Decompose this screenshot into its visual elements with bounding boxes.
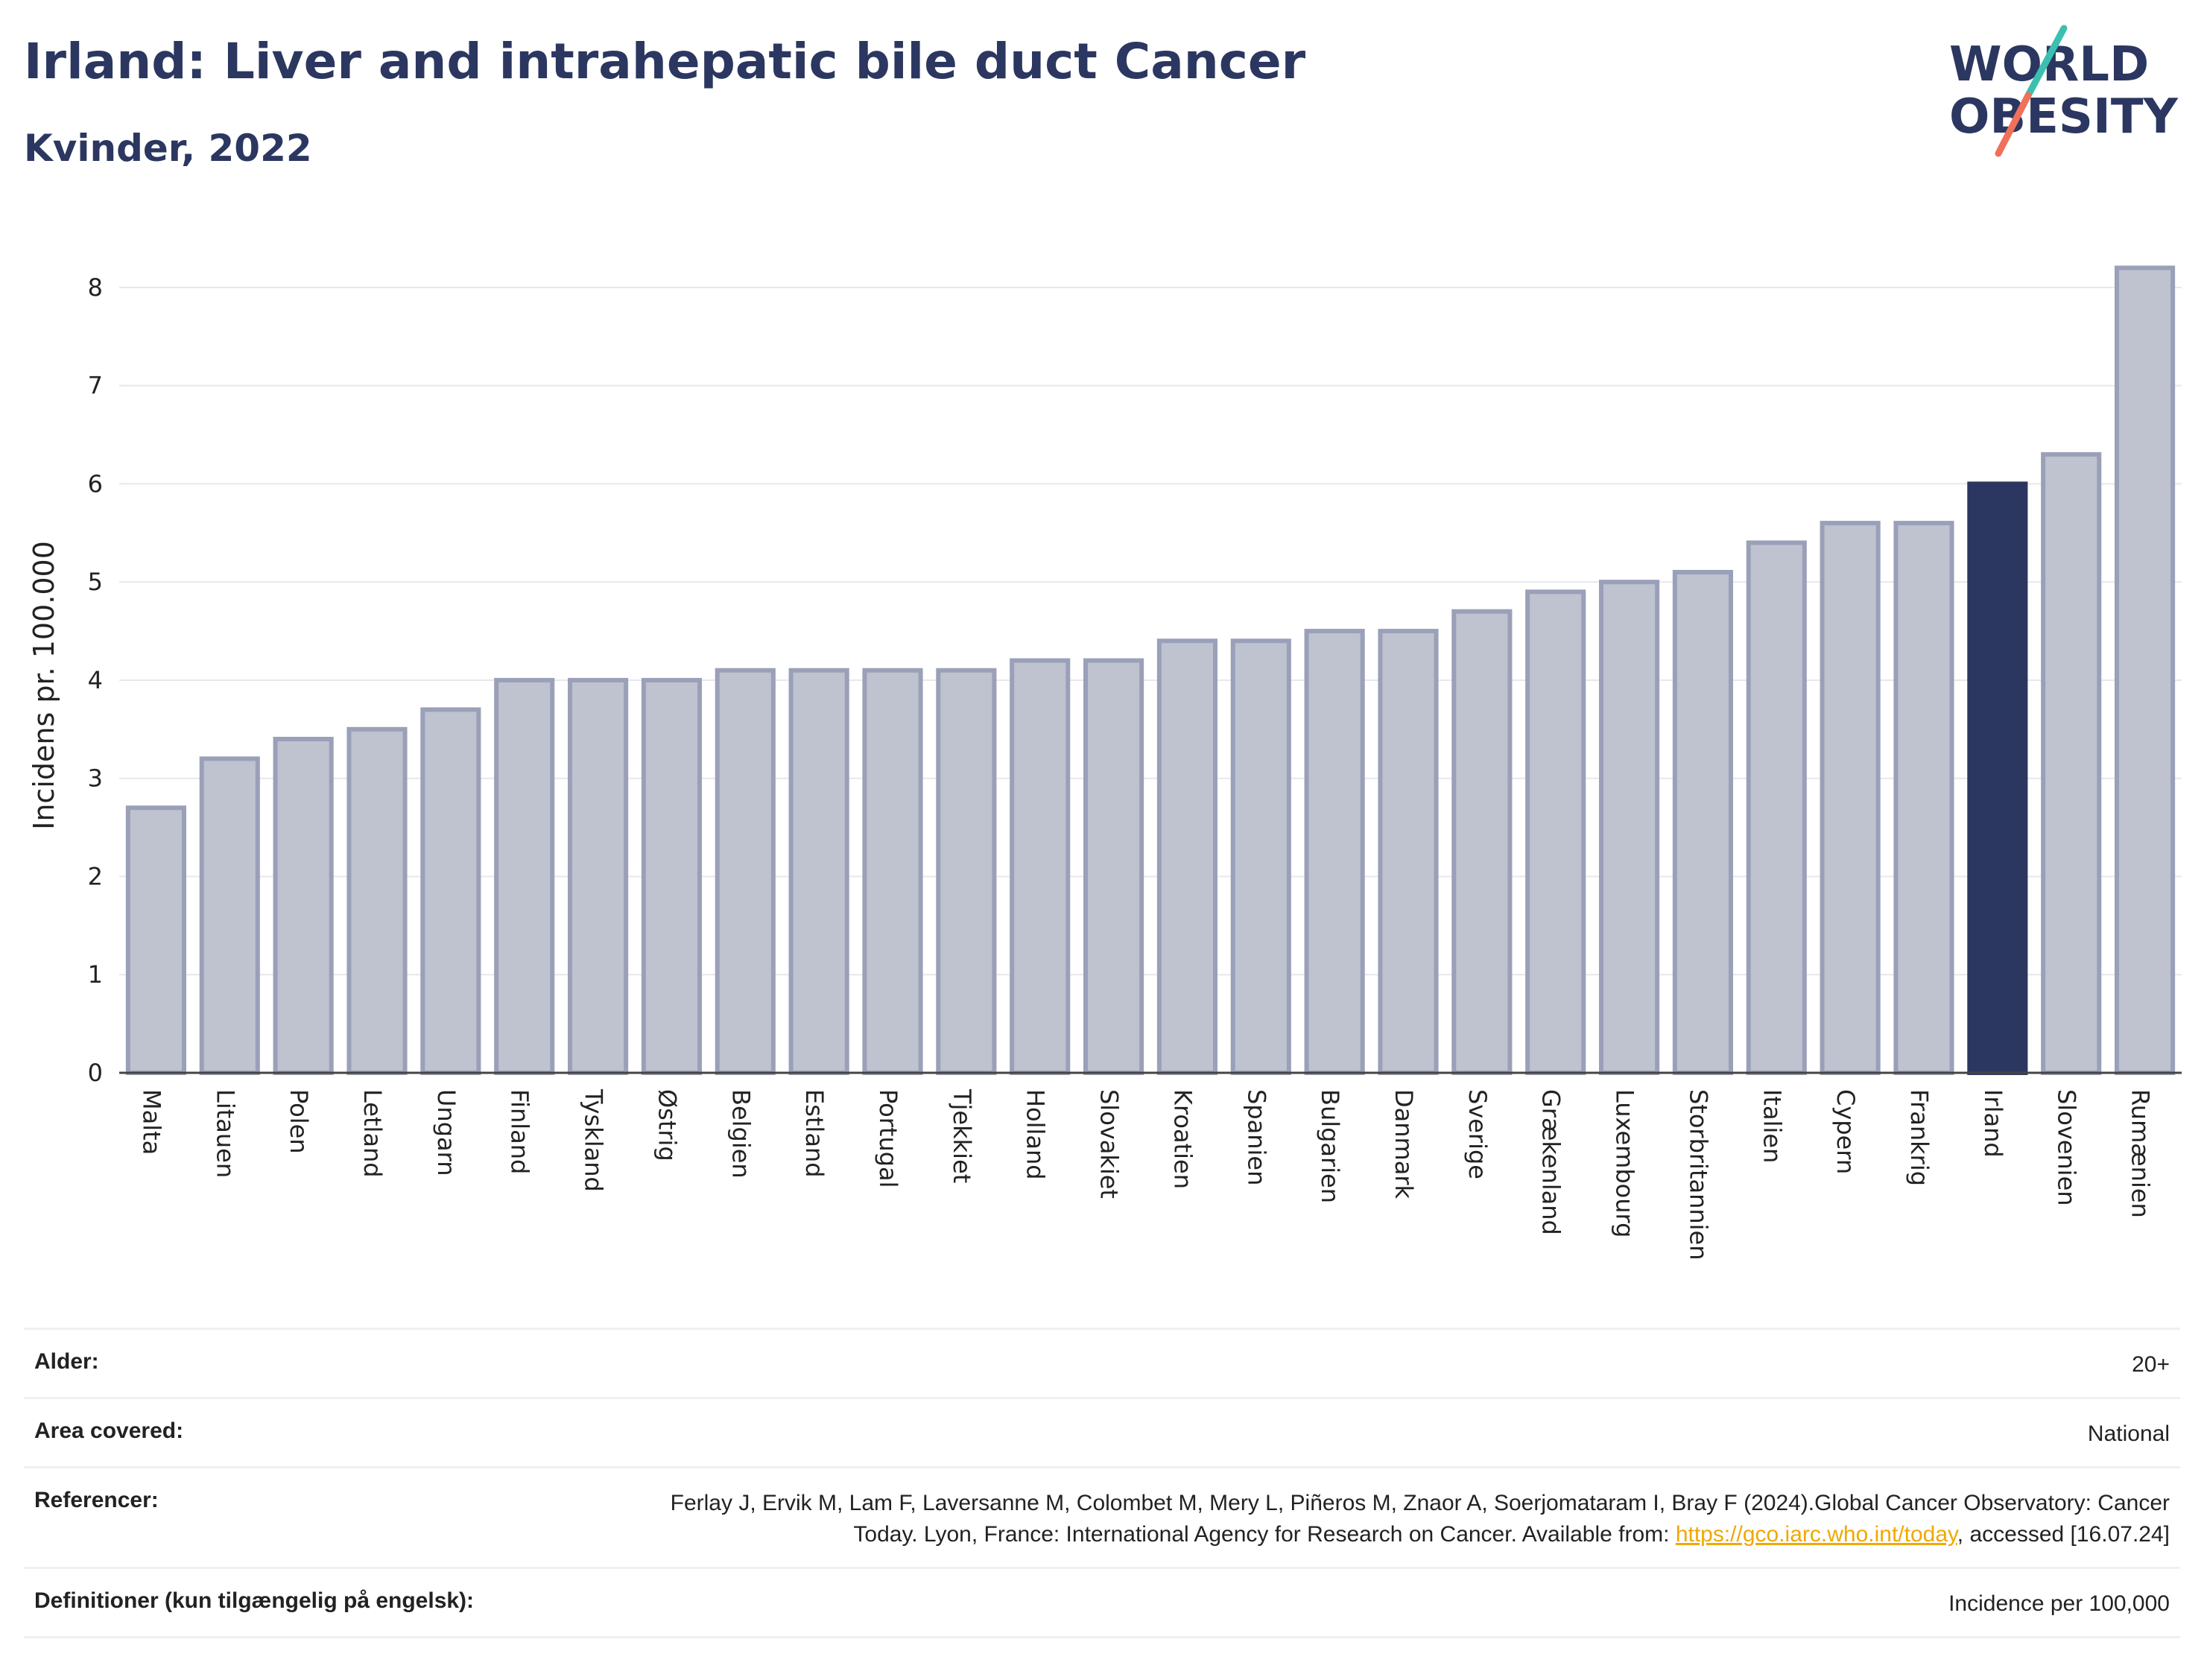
bar-frankrig: [1893, 521, 1954, 1075]
chart-title: Irland: Liver and intrahepatic bile duct…: [24, 33, 1306, 90]
bar-danmark: [1378, 629, 1439, 1075]
x-tick-label-malta: Malta: [137, 1089, 165, 1155]
references-label: Referencer:: [34, 1488, 159, 1512]
age-label: Alder:: [34, 1349, 99, 1374]
bar-luxembourg: [1599, 580, 1660, 1076]
y-tick-label: 8: [88, 273, 103, 302]
bar-ungarn: [420, 707, 481, 1075]
y-tick-label: 5: [88, 568, 103, 596]
x-tick-label-slovenien: Slovenien: [2053, 1089, 2081, 1206]
bar-finland: [494, 677, 555, 1075]
x-tick-label-bulgarien: Bulgarien: [1316, 1089, 1344, 1203]
y-axis-title: Incidens pr. 100.000: [28, 541, 60, 830]
x-tick-label-kroatien: Kroatien: [1168, 1089, 1197, 1189]
bar-holland: [1010, 658, 1071, 1075]
logo-slash-coral-icon: [1995, 92, 2032, 157]
bar-cypern: [1820, 521, 1881, 1075]
x-tick-label-portugal: Portugal: [874, 1089, 902, 1188]
info-row-references: Referencer: Ferlay J, Ervik M, Lam F, La…: [24, 1466, 2180, 1567]
x-tick-label-finland: Finland: [506, 1089, 534, 1174]
bar-kroatien: [1156, 638, 1217, 1075]
bar-litauen: [199, 756, 260, 1076]
y-tick-label: 6: [88, 469, 103, 498]
info-row-age: Alder: 20+: [24, 1328, 2180, 1397]
x-tick-label-polen: Polen: [285, 1089, 313, 1154]
x-tick-label-frankrig: Frankrig: [1905, 1089, 1934, 1186]
x-tick-label-litauen: Litauen: [211, 1089, 239, 1178]
references-value: Ferlay J, Ervik M, Lam F, Laversanne M, …: [605, 1488, 2170, 1550]
bar-storbritannien: [1672, 570, 1733, 1075]
x-tick-label-belgien: Belgien: [726, 1089, 755, 1179]
x-tick-label-østrig: Østrig: [653, 1089, 681, 1161]
x-tick-label-cypern: Cypern: [1831, 1089, 1860, 1174]
tick-labels: 0 1 2 3 4 5 6 7 8 Malta Litauen Polen Letland Ungarn F…: [88, 273, 2155, 1261]
x-tick-label-letland: Letland: [358, 1089, 387, 1178]
bar-sverige: [1451, 609, 1513, 1075]
bar-østrig: [641, 677, 702, 1075]
references-suffix: , accessed [16.07.24]: [1957, 1522, 2170, 1547]
bar-bulgarien: [1304, 629, 1365, 1075]
y-tick-label: 7: [88, 372, 103, 400]
logo-line2: OBESITY: [1949, 89, 2178, 145]
x-tick-label-italien: Italien: [1758, 1089, 1786, 1163]
bar-grækenland: [1525, 589, 1586, 1075]
bar-malta: [125, 805, 186, 1075]
bar-tjekkiet: [936, 668, 997, 1075]
x-tick-label-sverige: Sverige: [1463, 1089, 1492, 1179]
x-tick-label-tjekkiet: Tjekkiet: [948, 1088, 976, 1183]
area-label: Area covered:: [34, 1419, 184, 1443]
bar-tyskland: [568, 677, 629, 1075]
info-table: Alder: 20+ Area covered: National Refere…: [24, 1328, 2180, 1638]
x-tick-label-slovakiet: Slovakiet: [1095, 1089, 1124, 1199]
x-tick-label-danmark: Danmark: [1390, 1089, 1418, 1199]
references-text: Ferlay J, Ervik M, Lam F, Laversanne M, …: [670, 1491, 2170, 1547]
x-tick-label-ungarn: Ungarn: [432, 1089, 460, 1176]
references-link[interactable]: https://gco.iarc.who.int/today: [1675, 1522, 1957, 1547]
info-row-definitions: Definitioner (kun tilgængelig på engelsk…: [24, 1567, 2180, 1638]
bar-polen: [273, 737, 334, 1075]
bar-estland: [788, 668, 849, 1075]
x-tick-label-storbritannien: Storbritannien: [1684, 1089, 1712, 1261]
x-tick-label-holland: Holland: [1022, 1089, 1050, 1180]
bar-portugal: [862, 668, 923, 1075]
bar-italien: [1746, 540, 1807, 1075]
y-tick-label: 3: [88, 764, 103, 793]
x-tick-label-rumænien: Rumænien: [2127, 1089, 2155, 1218]
bar-rumænien: [2115, 265, 2176, 1075]
y-tick-label: 2: [88, 862, 103, 890]
x-tick-label-estland: Estland: [800, 1089, 829, 1178]
y-tick-label: 0: [88, 1059, 103, 1087]
bar-chart: 0 1 2 3 4 5 6 7 8 Malta Litauen Polen Letland Ungarn F…: [28, 265, 2182, 1261]
definitions-value: Incidence per 100,000: [1948, 1591, 2170, 1616]
bar-spanien: [1230, 638, 1291, 1075]
x-tick-label-grækenland: Grækenland: [1537, 1089, 1565, 1235]
bars: [125, 265, 2176, 1076]
info-row-area: Area covered: National: [24, 1397, 2180, 1466]
bar-belgien: [715, 668, 776, 1075]
age-value: 20+: [2132, 1352, 2170, 1377]
x-tick-label-tyskland: Tyskland: [580, 1088, 608, 1192]
logo-line1: WORLD: [1949, 37, 2149, 92]
x-tick-label-spanien: Spanien: [1242, 1089, 1270, 1185]
logo-slash-teal-icon: [2024, 25, 2068, 99]
x-tick-label-luxembourg: Luxembourg: [1611, 1089, 1639, 1237]
bar-letland: [346, 726, 408, 1076]
bar-slovenien: [2041, 451, 2102, 1076]
world-obesity-logo: WORLD OBESITY: [1949, 25, 2178, 157]
bar-slovakiet: [1083, 658, 1144, 1075]
x-tick-label-irland: Irland: [1979, 1089, 2007, 1158]
y-tick-label: 4: [88, 666, 103, 694]
y-tick-label: 1: [88, 960, 103, 989]
area-value: National: [2087, 1421, 2170, 1446]
definitions-label: Definitioner (kun tilgængelig på engelsk…: [34, 1588, 475, 1613]
chart-subtitle: Kvinder, 2022: [24, 127, 312, 170]
bar-irland: [1967, 481, 2028, 1076]
